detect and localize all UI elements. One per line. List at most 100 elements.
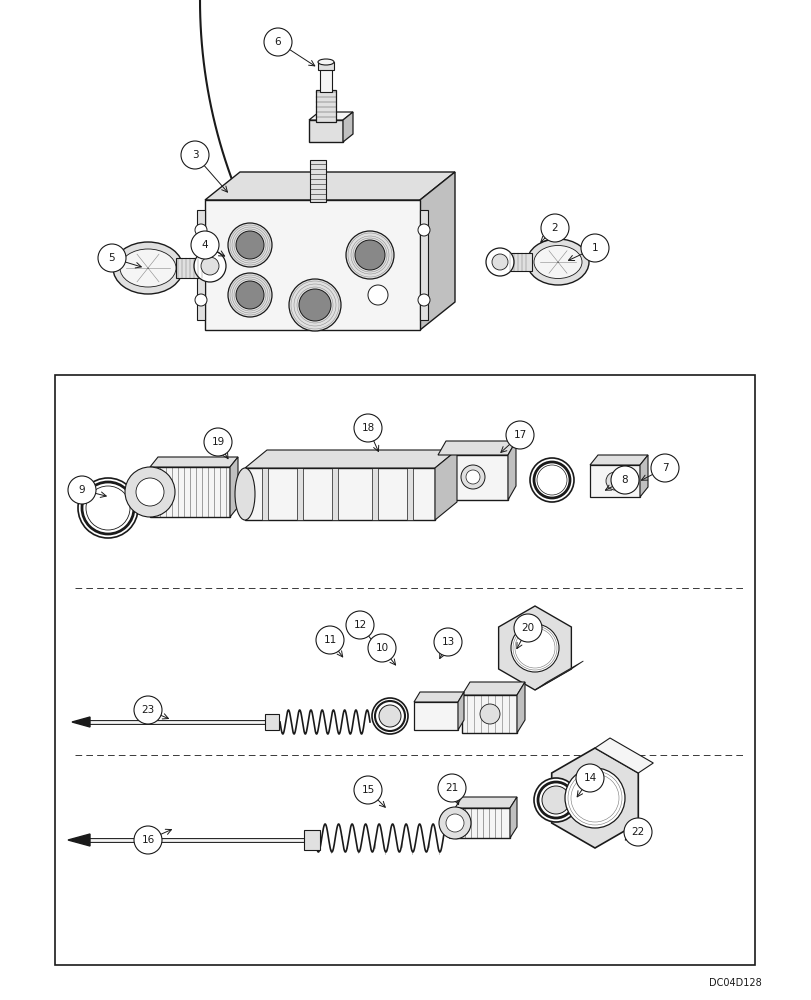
Polygon shape: [230, 457, 238, 517]
Bar: [310, 160, 325, 202]
Text: 9: 9: [79, 485, 85, 495]
Circle shape: [605, 472, 623, 490]
Text: 20: 20: [521, 623, 534, 633]
Circle shape: [125, 467, 175, 517]
Bar: [508, 253, 531, 271]
Polygon shape: [508, 441, 515, 500]
Text: 14: 14: [582, 773, 596, 783]
Polygon shape: [342, 112, 353, 142]
Circle shape: [298, 289, 331, 321]
Bar: [303, 830, 320, 850]
Ellipse shape: [234, 468, 255, 520]
Ellipse shape: [534, 245, 581, 278]
Text: 16: 16: [141, 835, 154, 845]
Circle shape: [505, 421, 534, 449]
Circle shape: [534, 778, 577, 822]
Circle shape: [610, 466, 638, 494]
Circle shape: [461, 465, 484, 489]
Circle shape: [623, 818, 651, 846]
Ellipse shape: [318, 59, 333, 65]
Circle shape: [581, 234, 608, 262]
Bar: [315, 90, 336, 122]
Polygon shape: [309, 112, 353, 120]
Circle shape: [650, 454, 678, 482]
Circle shape: [510, 624, 558, 672]
Text: 19: 19: [211, 437, 225, 447]
Bar: [461, 695, 517, 733]
Text: 12: 12: [353, 620, 367, 630]
Circle shape: [134, 696, 162, 724]
Polygon shape: [245, 450, 457, 468]
Circle shape: [541, 786, 569, 814]
Polygon shape: [150, 457, 238, 467]
Bar: [150, 467, 230, 517]
Bar: [590, 465, 639, 497]
Text: 18: 18: [361, 423, 374, 433]
Circle shape: [201, 257, 219, 275]
Text: 11: 11: [323, 635, 337, 645]
Bar: [414, 702, 457, 730]
Bar: [262, 468, 268, 520]
Text: 4: 4: [201, 240, 208, 250]
Ellipse shape: [113, 242, 182, 294]
Bar: [419, 210, 427, 320]
Circle shape: [345, 611, 374, 639]
Bar: [320, 68, 332, 92]
Circle shape: [379, 705, 401, 727]
Circle shape: [367, 285, 388, 305]
Circle shape: [354, 776, 381, 804]
Circle shape: [181, 141, 208, 169]
Text: 10: 10: [375, 643, 388, 653]
Bar: [204, 200, 419, 330]
Polygon shape: [498, 606, 571, 690]
Bar: [332, 468, 337, 520]
Circle shape: [479, 704, 500, 724]
Circle shape: [418, 294, 430, 306]
Circle shape: [437, 774, 466, 802]
Circle shape: [68, 476, 96, 504]
Circle shape: [433, 628, 461, 656]
Circle shape: [289, 279, 341, 331]
Bar: [454, 808, 509, 838]
Text: 8: 8: [621, 475, 628, 485]
Circle shape: [445, 814, 463, 832]
Circle shape: [195, 294, 207, 306]
Circle shape: [575, 764, 603, 792]
Polygon shape: [454, 797, 517, 808]
Circle shape: [236, 231, 264, 259]
Polygon shape: [437, 455, 508, 500]
Circle shape: [486, 248, 513, 276]
Text: 13: 13: [441, 637, 454, 647]
Text: 21: 21: [444, 783, 458, 793]
Circle shape: [86, 486, 130, 530]
Circle shape: [367, 634, 396, 662]
Text: 3: 3: [191, 150, 198, 160]
Text: 1: 1: [591, 243, 598, 253]
Circle shape: [264, 28, 292, 56]
Circle shape: [228, 223, 272, 267]
Bar: [318, 62, 333, 70]
Polygon shape: [551, 748, 637, 848]
Polygon shape: [414, 692, 463, 702]
Bar: [309, 120, 342, 142]
Polygon shape: [437, 441, 515, 455]
Circle shape: [439, 807, 470, 839]
Circle shape: [194, 250, 225, 282]
Polygon shape: [204, 172, 454, 200]
Text: 15: 15: [361, 785, 374, 795]
Polygon shape: [72, 717, 90, 727]
Polygon shape: [590, 455, 647, 465]
Circle shape: [354, 240, 384, 270]
Polygon shape: [461, 682, 525, 695]
Circle shape: [78, 478, 138, 538]
Circle shape: [228, 273, 272, 317]
Text: 6: 6: [274, 37, 281, 47]
Circle shape: [466, 470, 479, 484]
Circle shape: [418, 224, 430, 236]
Text: 5: 5: [109, 253, 115, 263]
Circle shape: [195, 224, 207, 236]
Bar: [176, 258, 206, 278]
Bar: [55, 375, 754, 965]
Circle shape: [191, 231, 219, 259]
Circle shape: [345, 231, 393, 279]
